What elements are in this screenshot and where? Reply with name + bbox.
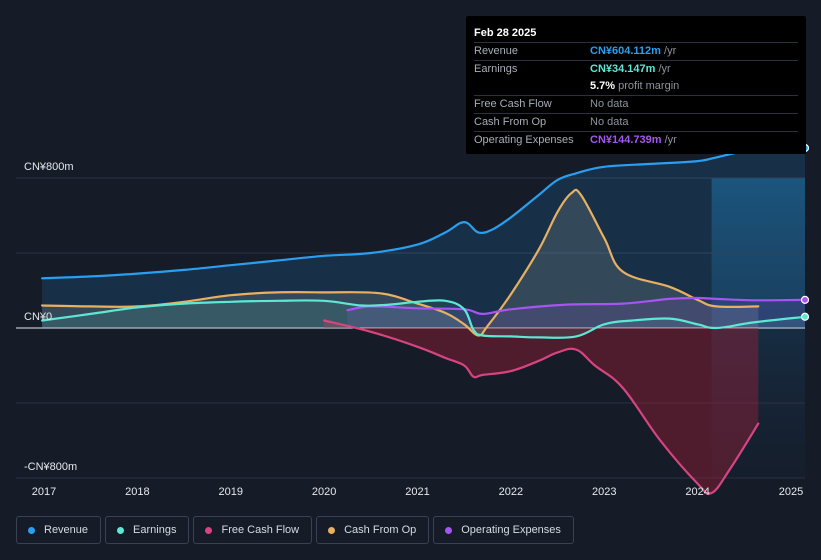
x-tick-label: 2017 bbox=[32, 486, 56, 498]
line-revenue bbox=[41, 146, 807, 280]
chart: CN¥800m CN¥0 -CN¥800m 2017 2018 2019 2020 2021… bbox=[16, 143, 810, 498]
endpoint-operating-expenses bbox=[800, 295, 810, 304]
legend-dot-icon bbox=[28, 526, 35, 534]
legend-dot-icon bbox=[445, 526, 453, 534]
legend-label: Operating Expenses bbox=[461, 524, 561, 536]
line-operating-expenses bbox=[346, 296, 807, 316]
area-operating-expenses bbox=[347, 297, 805, 328]
area-earnings bbox=[42, 300, 806, 338]
legend-dot-icon bbox=[328, 526, 336, 534]
tooltip-row: Cash From Op No data bbox=[474, 113, 798, 131]
x-tick-label: 2019 bbox=[219, 486, 243, 498]
legend-item-cash-from-op[interactable]: Cash From Op bbox=[316, 516, 430, 544]
tooltip-value: CN¥144.739m /yr bbox=[590, 134, 677, 146]
tooltip-row: Revenue CN¥604.112m /yr bbox=[474, 42, 798, 60]
tooltip-row: Earnings CN¥34.147m /yr bbox=[474, 60, 798, 78]
x-tick-label: 2022 bbox=[499, 486, 523, 498]
tooltip-value: CN¥604.112m /yr bbox=[590, 45, 677, 57]
tooltip-label: Free Cash Flow bbox=[474, 98, 552, 110]
line-cash-from-op bbox=[41, 188, 760, 337]
legend-label: Free Cash Flow bbox=[221, 524, 300, 536]
y-tick-label: -CN¥800m bbox=[24, 461, 77, 473]
x-tick-label: 2024 bbox=[685, 486, 709, 498]
line-earnings bbox=[41, 299, 807, 339]
tooltip-label: Revenue bbox=[474, 45, 519, 57]
legend-dot-icon bbox=[117, 526, 125, 534]
area-cash-from-op bbox=[42, 189, 759, 336]
legend-item-operating-expenses[interactable]: Operating Expenses bbox=[433, 516, 574, 544]
tooltip-row: Free Cash Flow No data bbox=[474, 95, 798, 113]
tooltip-label: Operating Expenses bbox=[474, 134, 574, 146]
tooltip-value: No data bbox=[590, 116, 629, 128]
area-revenue bbox=[42, 148, 806, 328]
legend-label: Revenue bbox=[44, 524, 89, 536]
tooltip-value: CN¥34.147m /yr bbox=[590, 63, 671, 75]
tooltip-value: No data bbox=[590, 98, 629, 110]
tooltip-row: Operating Expenses CN¥144.739m /yr bbox=[474, 131, 798, 149]
y-tick-label: CN¥0 bbox=[24, 311, 52, 323]
legend: Revenue Earnings Free Cash Flow Cash From O… bbox=[16, 516, 574, 544]
line-free-cash-flow bbox=[323, 319, 760, 496]
tooltip-label: Cash From Op bbox=[474, 116, 547, 128]
x-tick-label: 2021 bbox=[405, 486, 429, 498]
legend-dot-icon bbox=[205, 526, 213, 534]
x-tick-label: 2020 bbox=[312, 486, 336, 498]
tooltip-panel: Feb 28 2025 Revenue CN¥604.112m /yr Earnin… bbox=[466, 16, 806, 154]
endpoint-earnings bbox=[800, 312, 810, 321]
tooltip-value: 5.7% profit margin bbox=[590, 80, 680, 92]
x-tick-label: 2025 bbox=[779, 486, 803, 498]
x-tick-label: 2018 bbox=[125, 486, 149, 498]
legend-item-free-cash-flow[interactable]: Free Cash Flow bbox=[193, 516, 313, 544]
legend-label: Earnings bbox=[133, 524, 177, 536]
tooltip-label: Earnings bbox=[474, 63, 518, 75]
legend-item-earnings[interactable]: Earnings bbox=[105, 516, 190, 544]
tooltip-date: Feb 28 2025 bbox=[474, 27, 537, 39]
tooltip-label bbox=[474, 78, 590, 95]
legend-item-revenue[interactable]: Revenue bbox=[16, 516, 102, 544]
tooltip-row: 5.7% profit margin bbox=[474, 78, 798, 95]
legend-label: Cash From Op bbox=[344, 524, 417, 536]
y-tick-label: CN¥800m bbox=[24, 161, 74, 173]
x-tick-label: 2023 bbox=[592, 486, 616, 498]
area-free-cash-flow bbox=[324, 320, 759, 495]
